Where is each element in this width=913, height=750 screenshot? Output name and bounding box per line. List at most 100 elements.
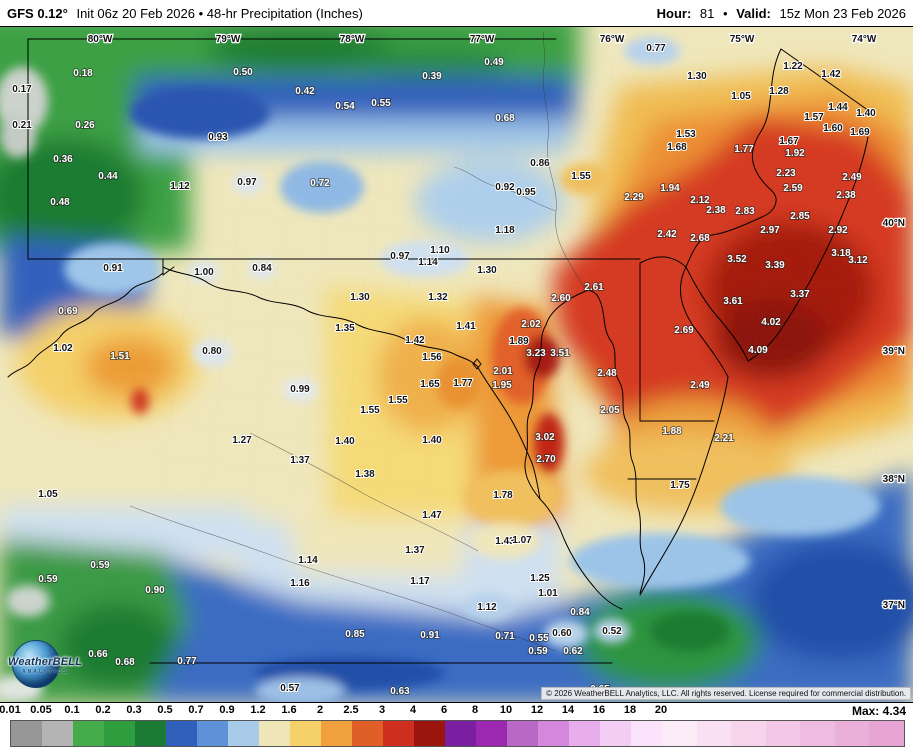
precip-value-label: 0.85 xyxy=(345,629,365,640)
colorbar-tick-label: 3 xyxy=(378,704,386,716)
precip-value-label: 3.61 xyxy=(723,296,743,307)
precip-value-label: 2.49 xyxy=(690,380,710,391)
precip-value-label: 1.55 xyxy=(360,405,380,416)
precip-value-label: 3.37 xyxy=(790,289,810,300)
precip-value-label: 1.05 xyxy=(731,91,751,102)
precip-value-label: 0.91 xyxy=(420,630,440,641)
precip-value-label: 1.07 xyxy=(512,535,532,546)
lat-label: 39°N xyxy=(883,346,905,357)
colorbar-segment xyxy=(600,721,631,746)
precip-value-label: 2.21 xyxy=(714,433,734,444)
model-name: GFS 0.12° xyxy=(7,5,68,21)
precip-value-label: 2.12 xyxy=(690,195,710,206)
precip-value-label: 2.69 xyxy=(674,325,694,336)
header-right: Hour: 81 • Valid: 15z Mon 23 Feb 2026 xyxy=(657,6,906,21)
colorbar-tick-label: 14 xyxy=(561,704,575,716)
precip-value-label: 1.40 xyxy=(856,108,876,119)
precip-value-label: 1.60 xyxy=(823,123,843,134)
precip-value-label: 0.80 xyxy=(202,346,222,357)
precip-value-label: 2.60 xyxy=(551,293,571,304)
precip-value-label: 0.54 xyxy=(335,101,355,112)
colorbar-tick-label: 18 xyxy=(623,704,637,716)
precip-value-label: 1.69 xyxy=(850,127,870,138)
precip-value-label: 1.77 xyxy=(734,144,754,155)
colorbar-segment xyxy=(834,721,869,746)
precip-value-label: 0.68 xyxy=(495,113,515,124)
valid-label: Valid: xyxy=(736,5,771,21)
precip-value-label: 2.68 xyxy=(690,233,710,244)
precip-value-label: 1.32 xyxy=(428,292,448,303)
precip-value-label: 3.23 xyxy=(526,348,546,359)
copyright-notice: © 2026 WeatherBELL Analytics, LLC. All r… xyxy=(541,687,911,700)
precip-value-label: 0.59 xyxy=(90,560,110,571)
header-bar: GFS 0.12° Init 06z 20 Feb 2026 • 48-hr P… xyxy=(0,0,913,26)
precip-value-label: 0.55 xyxy=(529,633,549,644)
lon-label: 75°W xyxy=(730,34,755,45)
colorbar-segment xyxy=(569,721,600,746)
colorbar-segment xyxy=(869,721,904,746)
precip-value-label: 0.99 xyxy=(290,384,310,395)
precip-value-label: 2.01 xyxy=(493,366,513,377)
precip-value-label: 1.00 xyxy=(194,267,214,278)
precip-value-label: 0.63 xyxy=(390,686,410,697)
precip-value-label: 1.37 xyxy=(290,455,310,466)
precip-value-label: 0.86 xyxy=(530,158,550,169)
colorbar-segment xyxy=(42,721,73,746)
colorbar-segment xyxy=(507,721,538,746)
precip-value-label: 1.18 xyxy=(495,225,515,236)
precip-value-label: 1.30 xyxy=(477,265,497,276)
precip-value-label: 1.35 xyxy=(335,323,355,334)
precip-value-label: 1.42 xyxy=(821,69,841,80)
precip-value-label: 0.72 xyxy=(310,178,330,189)
precip-value-label: 3.39 xyxy=(765,260,785,271)
lat-label: 37°N xyxy=(883,600,905,611)
precip-value-label: 0.52 xyxy=(602,626,622,637)
colorbar-tick-label: 1.6 xyxy=(281,704,297,716)
precip-value-label: 0.66 xyxy=(88,649,108,660)
precip-value-label: 1.14 xyxy=(418,257,438,268)
colorbar-tick-label: 0.7 xyxy=(188,704,204,716)
colorbar-segment xyxy=(476,721,507,746)
precip-value-label: 2.23 xyxy=(776,168,796,179)
precip-value-label: 2.02 xyxy=(521,319,541,330)
precip-value-label: 1.53 xyxy=(676,129,696,140)
max-label: Max: xyxy=(851,704,880,718)
precip-value-label: 0.59 xyxy=(528,646,548,657)
colorbar-segment xyxy=(352,721,383,746)
colorbar-tick-label: 0.5 xyxy=(157,704,173,716)
colorbar-tick-label: 20 xyxy=(654,704,668,716)
precip-value-label: 0.48 xyxy=(50,197,70,208)
lon-label: 76°W xyxy=(600,34,625,45)
precip-value-label: 1.30 xyxy=(687,71,707,82)
precip-value-label: 2.83 xyxy=(735,206,755,217)
precip-value-label: 2.42 xyxy=(657,229,677,240)
precip-value-label: 3.51 xyxy=(550,348,570,359)
lat-label: 38°N xyxy=(883,474,905,485)
colorbar-segment xyxy=(259,721,290,746)
precip-value-label: 0.36 xyxy=(53,154,73,165)
precip-value-label: 0.57 xyxy=(280,683,300,694)
max-value: 4.34 xyxy=(882,704,906,718)
precip-value-label: 0.42 xyxy=(295,86,315,97)
colorbar-tick-label: 2 xyxy=(316,704,324,716)
precip-value-label: 2.48 xyxy=(597,368,617,379)
valid-value: 15z Mon 23 Feb 2026 xyxy=(779,5,906,21)
precip-value-label: 1.44 xyxy=(828,102,848,113)
precip-value-label: 0.26 xyxy=(75,120,95,131)
precip-value-label: 3.18 xyxy=(831,248,851,259)
precip-value-label: 2.70 xyxy=(536,454,556,465)
precip-value-label: 0.55 xyxy=(371,98,391,109)
colorbar-tick-label: 4 xyxy=(409,704,417,716)
lon-label: 80°W xyxy=(88,34,113,45)
colorbar-segment xyxy=(135,721,166,746)
colorbar-segment xyxy=(662,721,697,746)
precip-value-label: 1.37 xyxy=(405,545,425,556)
header-left: GFS 0.12° Init 06z 20 Feb 2026 • 48-hr P… xyxy=(7,6,363,21)
colorbar-segment xyxy=(166,721,197,746)
precip-value-label: 0.93 xyxy=(208,132,228,143)
colorbar-segment xyxy=(290,721,321,746)
precip-value-label: 0.92 xyxy=(495,182,515,193)
precip-value-label: 1.28 xyxy=(769,86,789,97)
colorbar-segment xyxy=(104,721,135,746)
precip-value-label: 0.91 xyxy=(103,263,123,274)
